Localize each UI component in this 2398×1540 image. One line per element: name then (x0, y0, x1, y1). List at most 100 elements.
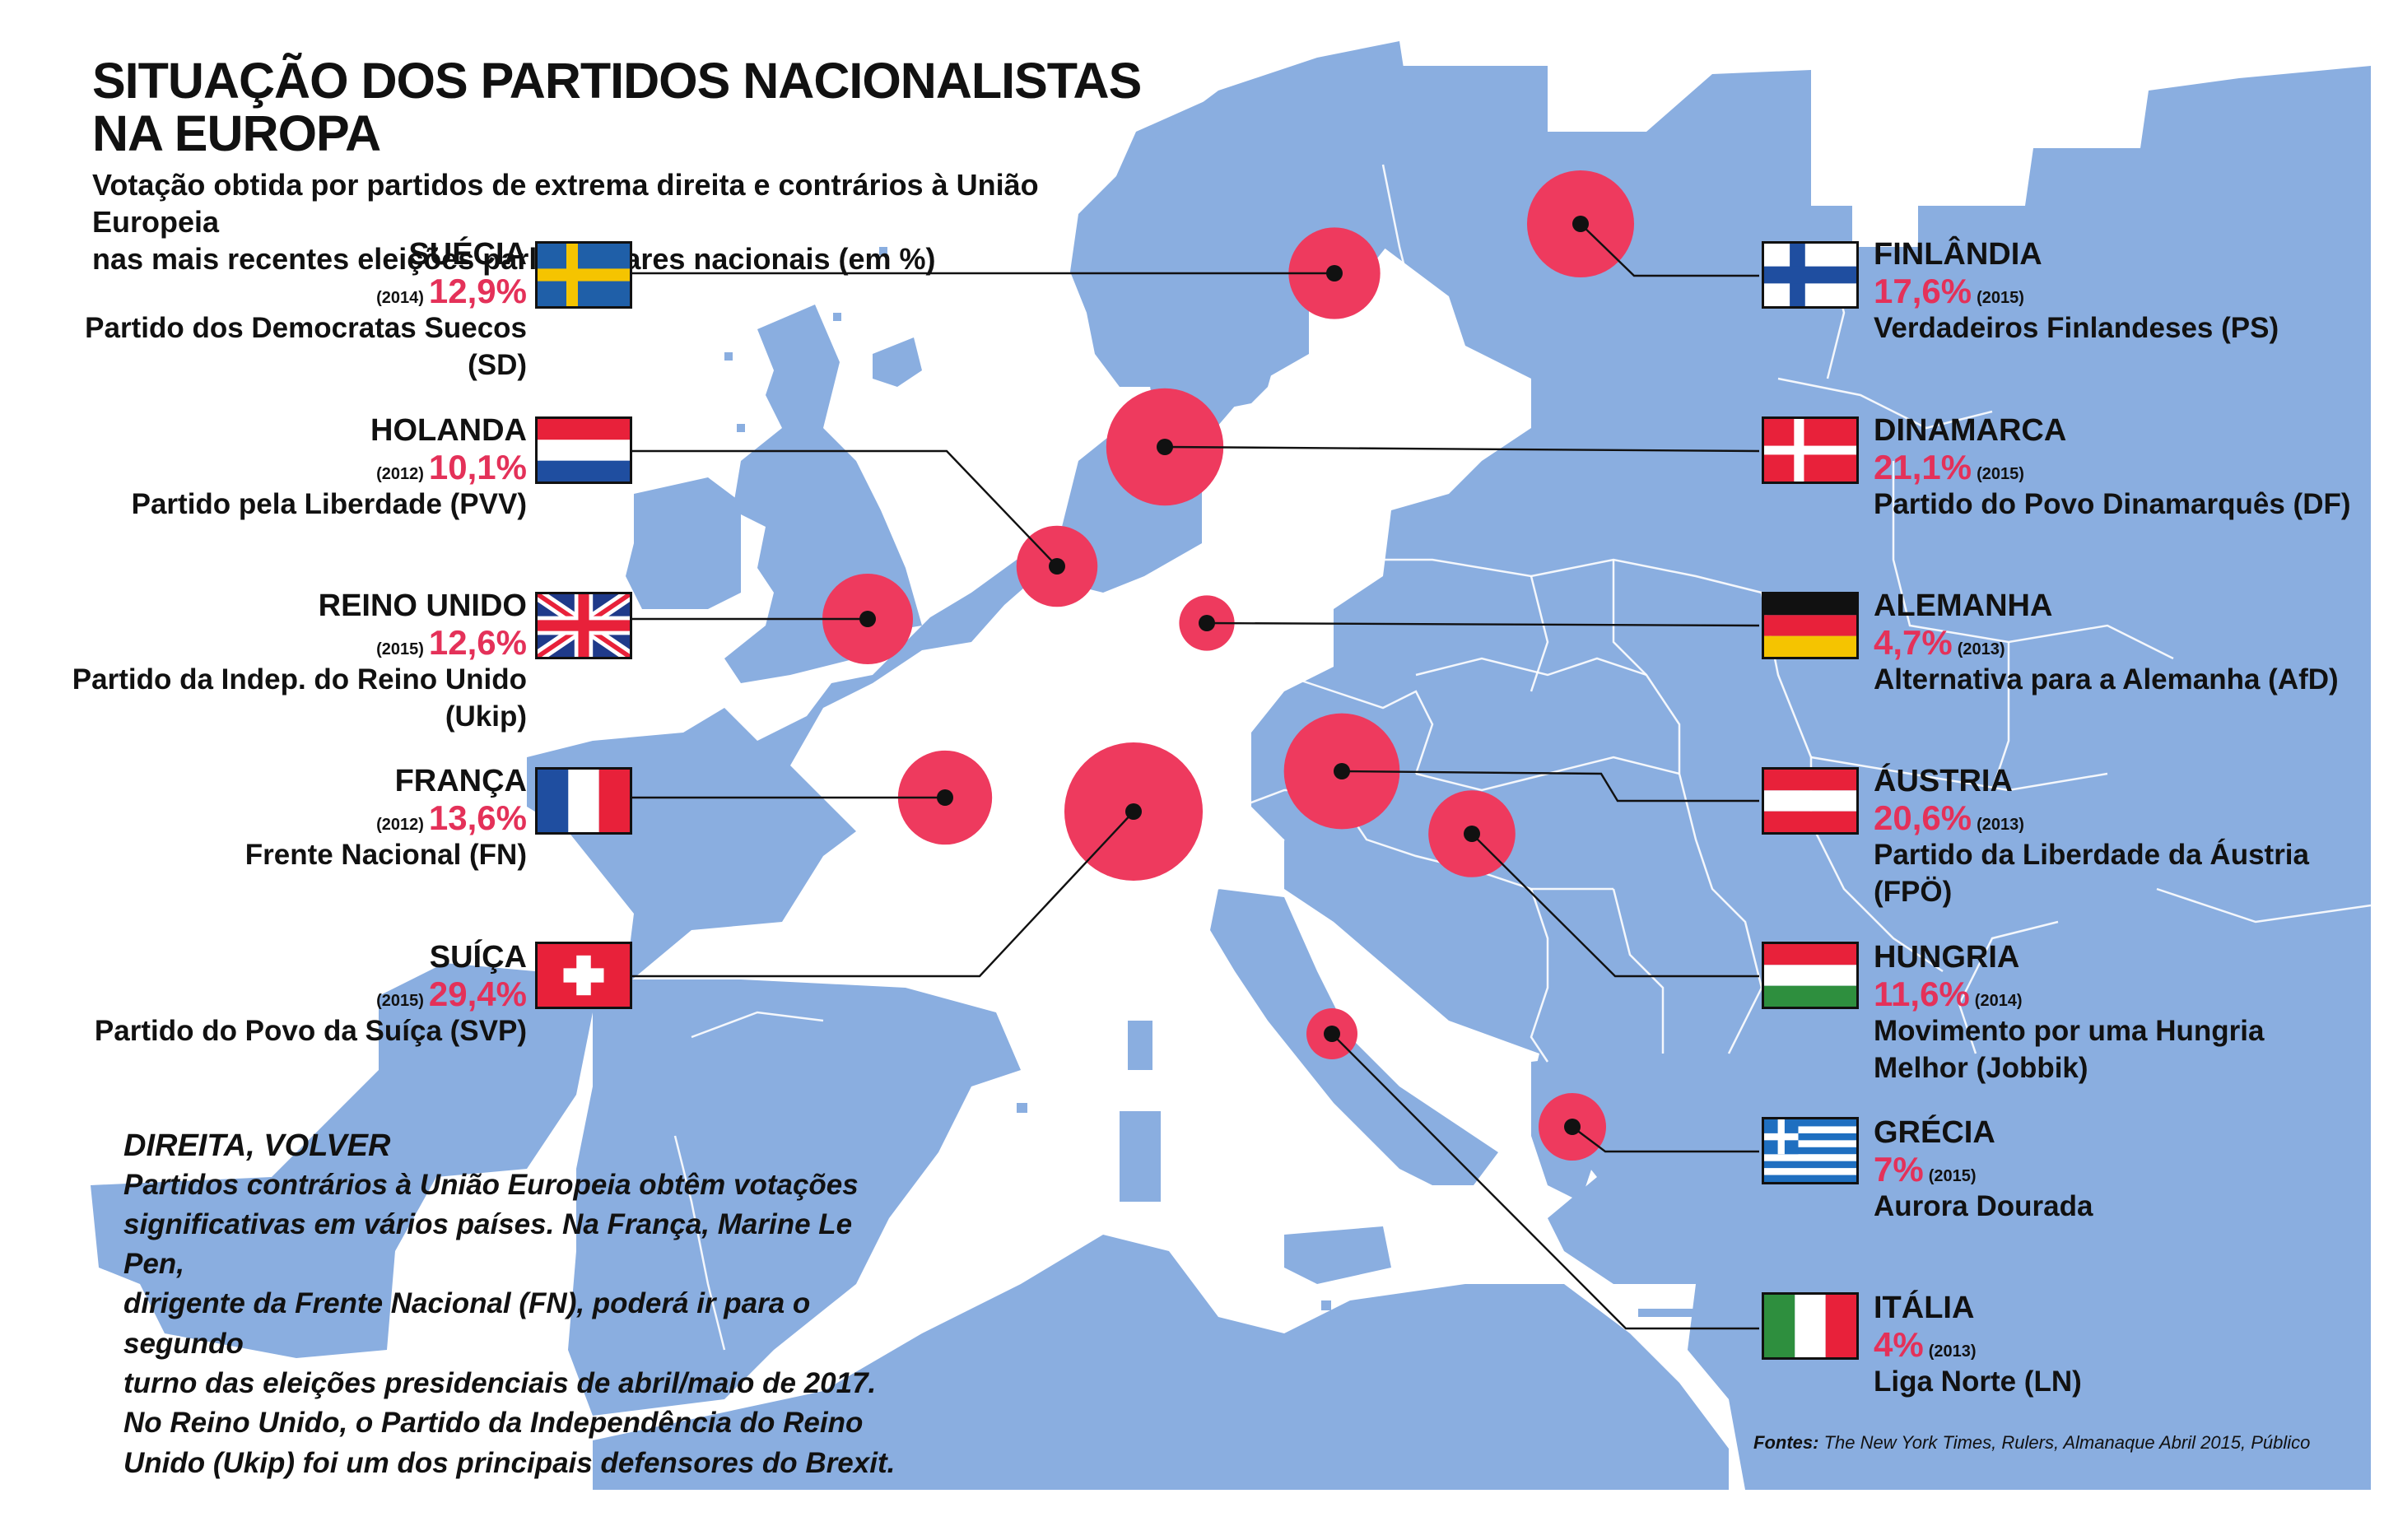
election-year: (2014) (376, 288, 424, 307)
country-stat: 4,7% (2013) (1874, 622, 2368, 662)
label-suica: SUÍÇA (2015) 29,4% Partido do Povo da Suí… (33, 940, 527, 1049)
vote-percent: 21,1% (1874, 447, 1972, 486)
election-year: (2014) (1974, 991, 2023, 1010)
leader-line-grecia (1572, 1126, 1759, 1153)
label-franca: FRANÇA (2012) 13,6% Frente Nacional (FN) (33, 764, 527, 873)
island (1655, 1226, 1665, 1236)
election-year: (2015) (1928, 1166, 1977, 1185)
note-line: turno das eleições presidenciais de abri… (123, 1367, 877, 1400)
party-name: Partido da Liberdade da Áustria (FPÖ) (1874, 838, 2309, 909)
bubble-center-dot (1334, 763, 1350, 779)
netherlands-flag-icon (535, 416, 632, 484)
hungary-flag-icon (1762, 942, 1859, 1009)
greece-flag-icon (1762, 1117, 1859, 1184)
north-africa (593, 1235, 1729, 1490)
leader-line-holanda (629, 449, 1058, 567)
note-line: significativas em vários países. Na Fran… (123, 1207, 853, 1281)
island (737, 424, 745, 432)
label-reino-unido: REINO UNIDO (2015) 12,6% Partido da Indep… (33, 589, 527, 736)
switzerland-flag-icon (535, 942, 632, 1009)
country-stat: 11,6% (2014) (1874, 974, 2368, 1013)
country-stat: (2012) 10,1% (33, 449, 527, 486)
austria-flag-icon (1762, 767, 1859, 835)
dot-layer (859, 216, 1589, 1135)
header: SITUAÇÃO DOS PARTIDOS NACIONALISTAS NA E… (92, 54, 1162, 277)
note-line: dirigente da Frente Nacional (FN), poder… (123, 1287, 811, 1360)
france-flag-icon (535, 767, 632, 835)
country-stat: (2012) 13,6% (33, 799, 527, 836)
bubble-center-dot (1199, 615, 1215, 631)
island (833, 313, 841, 321)
sources: Fontes: The New York Times, Rulers, Alma… (1753, 1432, 2310, 1454)
election-year: (2015) (1977, 464, 2024, 483)
italy (1210, 889, 1498, 1185)
bubble-center-dot (937, 789, 953, 806)
vote-percent: 11,6% (1874, 974, 1970, 1013)
country-name: FRANÇA (394, 764, 527, 798)
vote-percent: 7% (1874, 1149, 1924, 1189)
party-name: Liga Norte (LN) (1874, 1365, 2082, 1398)
leader-line-finlandia (1580, 223, 1759, 277)
party-name: Alternativa para a Alemanha (AfD) (1874, 663, 2339, 696)
island (879, 247, 887, 255)
election-year: (2013) (1928, 1342, 1977, 1361)
label-holanda: HOLANDA (2012) 10,1% Partido pela Liberda… (33, 413, 527, 523)
page-subtitle: Votação obtida por partidos de extrema d… (92, 166, 1162, 277)
country-stat: 7% (2015) (1874, 1149, 2368, 1189)
country-name: SUÉCIA (408, 237, 527, 272)
label-finlandia: FINLÂNDIA 17,6% (2015) Verdadeiros Finlan… (1874, 237, 2368, 347)
sicily (1284, 1226, 1391, 1284)
party-name: Partido pela Liberdade (PVV) (131, 487, 527, 520)
sources-label: Fontes: (1753, 1432, 1819, 1453)
bubble-center-dot (1157, 439, 1173, 455)
corsica (1128, 1021, 1152, 1070)
country-stat: (2015) 29,4% (33, 975, 527, 1012)
denmark-flag-icon (1762, 416, 1859, 484)
country-stat: 20,6% (2013) (1874, 799, 2368, 836)
label-dinamarca: DINAMARCA 21,1% (2015) Partido do Povo Di… (1874, 413, 2368, 523)
bubble-center-dot (1564, 1119, 1581, 1135)
leader-line-alemanha (1206, 621, 1760, 627)
country-stat: 21,1% (2015) (1874, 449, 2368, 486)
bubble-center-dot (1049, 558, 1065, 575)
bubble-center-dot (1125, 803, 1142, 820)
bubble-center-dot (1464, 826, 1480, 842)
election-year: (2015) (376, 991, 424, 1010)
party-name: Aurora Dourada (1874, 1189, 2093, 1222)
party-name: Partido do Povo Dinamarquês (DF) (1874, 487, 2351, 520)
scandinavia (1070, 41, 1416, 412)
party-name: Verdadeiros Finlandeses (PS) (1874, 311, 2279, 344)
leader-line-italia (1331, 1033, 1759, 1330)
label-italia: ITÁLIA 4% (2013) Liga Norte (LN) (1874, 1291, 2368, 1400)
party-name: Partido da Indep. do Reino Unido (Ukip) (72, 663, 527, 733)
vote-percent: 12,6% (428, 622, 527, 662)
bubble-center-dot (859, 611, 876, 627)
country-name: ITÁLIA (1874, 1291, 1975, 1325)
germany-flag-icon (1762, 592, 1859, 659)
sardinia (1120, 1111, 1161, 1202)
italy-flag-icon (1762, 1292, 1859, 1360)
label-austria: ÁUSTRIA 20,6% (2013) Partido da Liberdade… (1874, 764, 2368, 911)
note-line: Partidos contrários à União Europeia obt… (123, 1168, 859, 1201)
country-stat: 17,6% (2015) (1874, 272, 2368, 309)
label-hungria: HUNGRIA 11,6% (2014) Movimento por uma Hu… (1874, 940, 2368, 1087)
crete (1638, 1309, 1712, 1317)
vote-percent: 4% (1874, 1324, 1924, 1364)
country-name: SUÍÇA (429, 940, 527, 975)
party-name: Partido dos Democratas Suecos (SD) (85, 311, 527, 382)
subtitle-line-1: Votação obtida por partidos de extrema d… (92, 168, 1039, 240)
country-name: REINO UNIDO (318, 589, 527, 623)
note-line: No Reino Unido, o Partido da Independênc… (123, 1407, 864, 1440)
label-alemanha: ALEMANHA 4,7% (2013) Alternativa para a A… (1874, 589, 2368, 698)
bubble-center-dot (1572, 216, 1589, 232)
election-year: (2015) (1977, 288, 2024, 307)
anatolia (1646, 1054, 2371, 1268)
election-year: (2012) (376, 815, 424, 834)
country-name: ALEMANHA (1874, 589, 2053, 623)
election-year: (2015) (376, 640, 424, 658)
iberia (568, 979, 1021, 1416)
note-body: Partidos contrários à União Europeia obt… (123, 1165, 914, 1483)
note-title: DIREITA, VOLVER (123, 1128, 391, 1163)
island (1646, 1169, 1656, 1179)
vote-percent: 4,7% (1874, 622, 1953, 662)
